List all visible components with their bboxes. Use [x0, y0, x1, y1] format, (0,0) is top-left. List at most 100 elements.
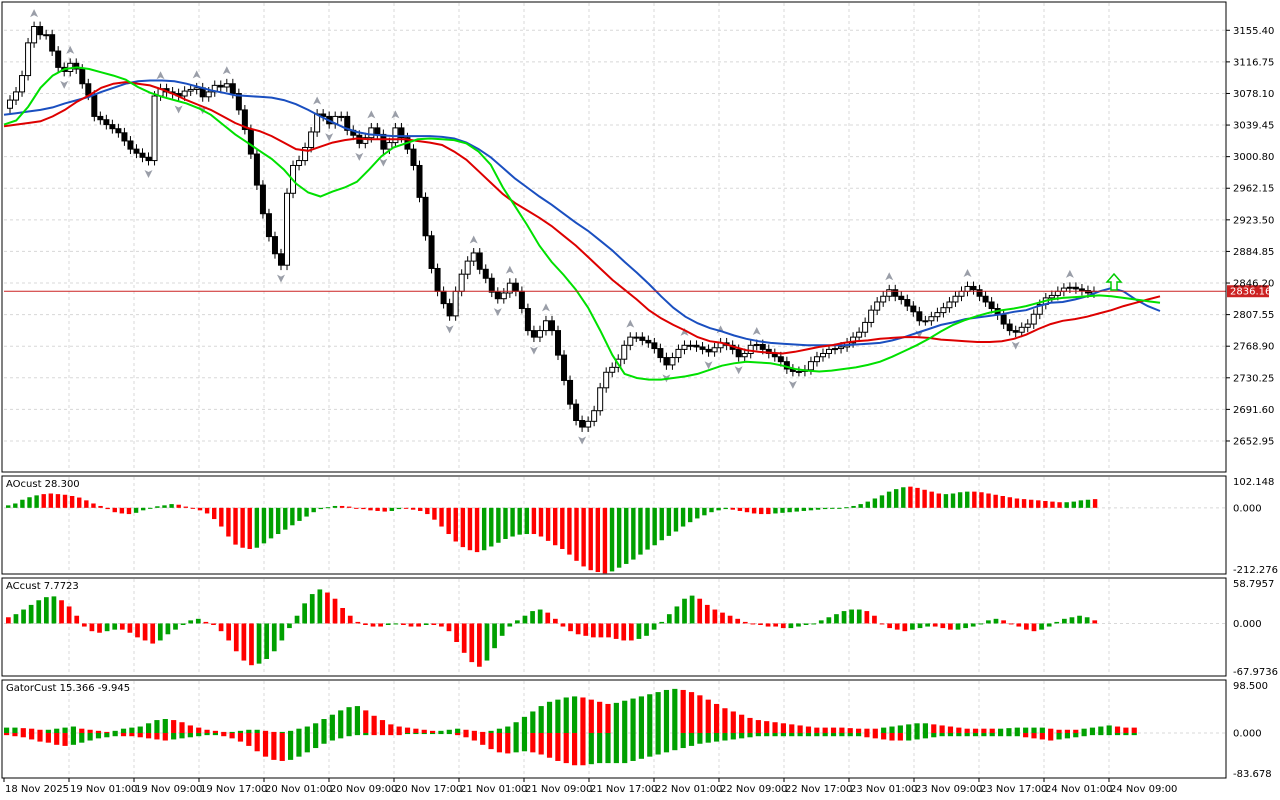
ac-bar — [499, 623, 505, 636]
candle-body — [428, 235, 435, 269]
ac-bar — [6, 617, 11, 624]
gator-upper-bar — [864, 728, 870, 733]
ao-bar — [666, 507, 672, 536]
ac-bar — [606, 623, 611, 638]
ac-bar — [674, 606, 680, 624]
ac-bar — [294, 615, 300, 624]
ao-bar — [723, 507, 728, 510]
gator-upper-bar — [764, 721, 770, 733]
ao-bar — [119, 507, 125, 514]
ao-bar — [1014, 498, 1020, 508]
gator-upper-bar — [730, 711, 736, 733]
gator-upper-bar — [388, 724, 394, 733]
ac-bar — [598, 623, 604, 638]
gator-lower-bar — [956, 732, 962, 737]
ac-bar — [515, 620, 520, 624]
ac-bar — [651, 623, 657, 630]
ao-panel[interactable]: AOcust 28.300 — [6, 479, 1098, 574]
down-fractal-icon — [325, 133, 334, 142]
ao-bar — [922, 489, 927, 508]
candle-body — [223, 83, 230, 88]
price-tick-label: 2884.85 — [1233, 247, 1274, 258]
ac-bar — [74, 615, 80, 624]
gator-lower-bar — [1056, 732, 1062, 740]
gator-upper-bar — [747, 717, 753, 733]
gator-upper-bar — [413, 728, 419, 733]
candle-body — [922, 320, 929, 323]
gator-upper-bar — [655, 692, 661, 733]
price-panel[interactable]: 2836.16 — [3, 9, 1271, 445]
gator-upper-bar — [171, 720, 177, 733]
ac-bar — [849, 609, 855, 624]
up-fractal-icon — [391, 110, 400, 119]
candle-body — [970, 285, 977, 291]
ao-bar — [432, 507, 437, 520]
x-tick-label: 21 Nov 09:00 — [525, 784, 592, 795]
candle-body — [542, 320, 549, 332]
candle-body — [181, 90, 188, 97]
candle-body — [434, 267, 441, 292]
gator-lower-bar — [1048, 732, 1054, 741]
gator-lower-bar — [981, 732, 987, 737]
price-tick-label: 3116.75 — [1233, 57, 1274, 68]
ac-bar — [127, 623, 133, 633]
ao-bar — [375, 507, 380, 511]
candle-body — [687, 344, 694, 347]
ao-bar — [176, 504, 181, 508]
gator-upper-bar — [722, 708, 728, 733]
ao-bar — [446, 507, 451, 535]
ao-bar — [197, 507, 203, 511]
gator-lower-bar — [914, 732, 920, 740]
ac-bar — [157, 623, 163, 641]
ao-bar — [354, 507, 359, 509]
gator-upper-bar — [546, 701, 553, 733]
candle-body — [253, 153, 260, 186]
gator-upper-bar — [229, 731, 235, 733]
ao-bar — [268, 507, 274, 539]
candle-body — [555, 330, 562, 356]
gator-panel[interactable]: GatorCust 15.366 -9.945 — [4, 683, 1137, 766]
gator-lower-bar — [546, 732, 553, 758]
gator-upper-bar — [1014, 727, 1020, 733]
ao-bar — [41, 494, 46, 508]
ao-bar — [936, 493, 942, 508]
gator-upper-bar — [931, 724, 937, 733]
gator-lower-bar — [446, 732, 452, 735]
gator-upper-bar — [430, 730, 436, 733]
ao-bar — [553, 507, 558, 546]
candle-body — [651, 342, 658, 350]
gator-upper-bar — [37, 729, 43, 733]
up-fractal-icon — [885, 272, 894, 281]
candle-body — [868, 309, 875, 323]
ac-bar — [689, 595, 695, 624]
ac-panel[interactable]: ACcust 7.7723 — [6, 581, 1098, 667]
gator-lower-bar — [430, 732, 436, 735]
gator-lower-bar — [496, 732, 503, 753]
gator-lower-bar — [972, 732, 979, 737]
price-tick-label: 2768.90 — [1233, 342, 1274, 353]
gator-upper-bar — [830, 727, 837, 733]
ao-bar — [1028, 499, 1034, 508]
gator-lower-bar — [789, 732, 795, 737]
gator-lower-bar — [162, 732, 168, 741]
gator-upper-bar — [797, 725, 803, 733]
ao-bar — [1050, 501, 1055, 508]
gator-upper-bar — [304, 726, 310, 733]
candle-body — [711, 347, 718, 353]
candle-body — [85, 83, 92, 96]
candle-body — [386, 142, 393, 150]
ao-bar — [822, 507, 828, 510]
ac-bar — [439, 623, 444, 627]
gator-upper-bar — [438, 730, 444, 733]
ao-bar — [659, 507, 664, 541]
ao-bar — [744, 507, 750, 513]
candle-body — [886, 289, 893, 297]
gator-upper-bar — [680, 689, 686, 733]
gator-lower-bar — [755, 732, 761, 737]
ao-bar — [148, 507, 153, 509]
gator-upper-bar — [296, 728, 302, 733]
gator-lower-bar — [1098, 732, 1104, 736]
gator-upper-bar — [572, 696, 578, 733]
gator-tick-label: 0.000 — [1233, 728, 1262, 739]
